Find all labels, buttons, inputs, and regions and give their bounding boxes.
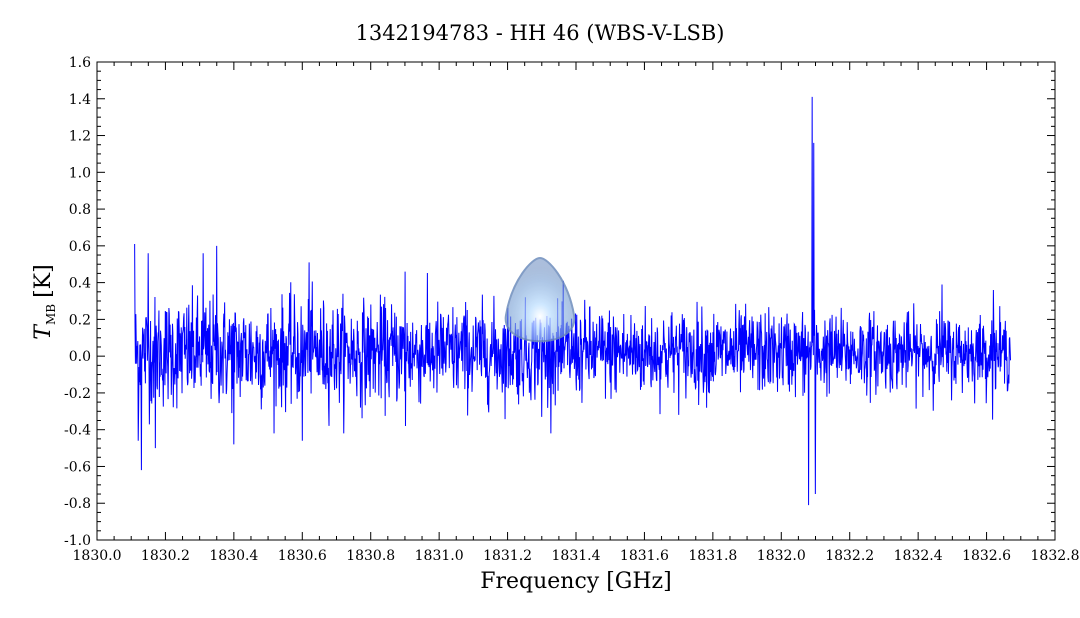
x-tick-label: 1830.0 [73, 548, 122, 564]
x-tick-label: 1831.2 [483, 548, 532, 564]
plot-frame [96, 61, 1056, 541]
y-tick-label: 0.2 [69, 312, 91, 328]
y-axis-label: TMB [K] [31, 264, 58, 339]
y-tick-label: 0.4 [69, 276, 91, 292]
x-tick-label: 1832.4 [894, 548, 943, 564]
x-tick-label: 1831.8 [688, 548, 737, 564]
y-tick-label: 0.6 [69, 239, 91, 255]
x-axis-label: Frequency [GHz] [480, 569, 672, 594]
chart-title: 1342194783 - HH 46 (WBS-V-LSB) [356, 21, 725, 45]
x-tick-label: 1832.8 [1031, 548, 1080, 564]
x-tick-label: 1830.2 [141, 548, 190, 564]
y-tick-label: 1.2 [69, 129, 91, 145]
y-tick-label: -0.8 [64, 496, 91, 512]
spectrum-line [134, 96, 1012, 506]
watermark-blob [504, 256, 576, 343]
y-tick-label: -0.4 [64, 423, 91, 439]
x-tick-label: 1831.0 [415, 548, 464, 564]
x-tick-label: 1830.6 [278, 548, 327, 564]
x-tick-label: 1830.4 [209, 548, 258, 564]
x-tick-label: 1832.0 [757, 548, 806, 564]
y-axis-label-main: T [31, 323, 56, 340]
y-tick-label: 1.0 [69, 165, 91, 181]
x-tick-label: 1830.8 [346, 548, 395, 564]
y-axis-label-sub: MB [44, 304, 58, 325]
y-axis-label-unit: [K] [31, 264, 56, 298]
y-tick-label: -0.2 [64, 386, 91, 402]
x-tick-label: 1832.2 [825, 548, 874, 564]
y-axis: -1.0 -0.8 -0.6 -0.4 -0.2 0.0 0.2 0.4 0.6 0.8 1.0 1.… [64, 55, 1055, 549]
y-tick-label: -1.0 [64, 533, 91, 549]
x-axis: 1830.0 1830.2 1830.4 1830.6 1830.8 1831.0 1831… [73, 62, 1080, 564]
y-tick-label: 1.4 [69, 92, 91, 108]
y-tick-label: 1.6 [69, 55, 91, 71]
x-tick-label: 1832.6 [962, 548, 1011, 564]
spectrum-series [134, 96, 1012, 506]
y-tick-label: 0.8 [69, 202, 91, 218]
y-tick-label: 0.0 [69, 349, 91, 365]
x-tick-label: 1831.4 [552, 548, 601, 564]
y-tick-label: -0.6 [64, 459, 91, 475]
x-tick-label: 1831.6 [620, 548, 669, 564]
